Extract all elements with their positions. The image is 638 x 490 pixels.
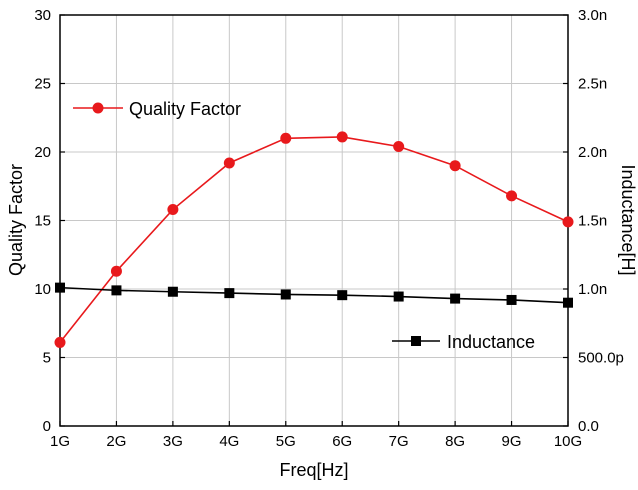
axis-ticks: 1G 2G 3G 4G 5G 6G 7G 8G 9G 10G 0 0.0 5 500.0p 10 1.0n 15…	[34, 7, 624, 450]
y-left-tick-label: 5	[43, 350, 51, 367]
y-right-tick-label: 0.0	[578, 418, 599, 435]
y-left-tick-label: 15	[34, 213, 51, 230]
y-left-tick-label: 25	[34, 76, 51, 93]
y-right-tick-label: 1.0n	[578, 281, 607, 298]
quality-factor-data-point	[393, 141, 405, 153]
legend-quality-factor-marker	[92, 102, 104, 114]
inductance-data-point	[393, 291, 404, 302]
quality-factor-data-point	[449, 160, 461, 172]
inductance-data-point	[55, 282, 65, 293]
inductance-data-point	[280, 289, 291, 300]
quality-factor-data-point	[167, 204, 179, 216]
quality-factor-data-point	[336, 131, 348, 143]
inductance-data-point	[337, 290, 348, 301]
quality-factor-data-point	[506, 190, 518, 202]
x-tick-label: 1G	[50, 433, 70, 450]
x-tick-label: 4G	[219, 433, 239, 450]
y-left-tick-label: 30	[34, 7, 51, 24]
y-left-tick-label: 20	[34, 144, 51, 161]
y-left-tick-label: 0	[43, 418, 51, 435]
quality-factor-data-point	[54, 336, 66, 348]
inductance-data-point	[111, 285, 122, 296]
x-tick-label: 5G	[276, 433, 296, 450]
quality-factor-data-point	[562, 216, 574, 228]
grid-lines	[60, 15, 568, 426]
y-left-tick-label: 10	[34, 281, 51, 298]
y-right-tick-label: 2.5n	[578, 76, 607, 93]
x-tick-label: 2G	[106, 433, 126, 450]
legend-inductance: Inductance	[392, 332, 535, 352]
inductance-data-point	[563, 297, 573, 308]
inductance-series-line	[59, 286, 569, 304]
quality-factor-data-point	[110, 265, 122, 277]
series-layer	[54, 131, 574, 348]
y-axis-right-title: Inductance[H]	[618, 164, 638, 275]
y-right-tick-label: 2.0n	[578, 144, 607, 161]
legend-quality-factor-label: Quality Factor	[129, 99, 241, 119]
y-axis-left-title: Quality Factor	[6, 164, 26, 276]
inductance-data-point	[450, 293, 461, 304]
y-right-tick-label: 3.0n	[578, 7, 607, 24]
x-tick-label: 7G	[389, 433, 409, 450]
quality-factor-data-point	[223, 157, 235, 169]
inductance-data-point	[506, 294, 517, 305]
legend-quality-factor: Quality Factor	[73, 99, 241, 119]
legend-inductance-marker	[411, 336, 421, 346]
y-right-tick-label: 1.5n	[578, 213, 607, 230]
x-tick-label: 8G	[445, 433, 465, 450]
x-axis-title: Freq[Hz]	[279, 460, 348, 480]
x-tick-label: 6G	[332, 433, 352, 450]
x-tick-label: 9G	[502, 433, 522, 450]
x-tick-label: 10G	[554, 433, 582, 450]
inductance-data-point	[224, 288, 235, 299]
quality-factor-data-point	[280, 132, 292, 144]
legend-inductance-label: Inductance	[447, 332, 535, 352]
x-tick-label: 3G	[163, 433, 183, 450]
y-right-tick-label: 500.0p	[578, 350, 624, 367]
quality-factor-series-line	[59, 136, 569, 343]
inductance-data-point	[167, 286, 178, 297]
